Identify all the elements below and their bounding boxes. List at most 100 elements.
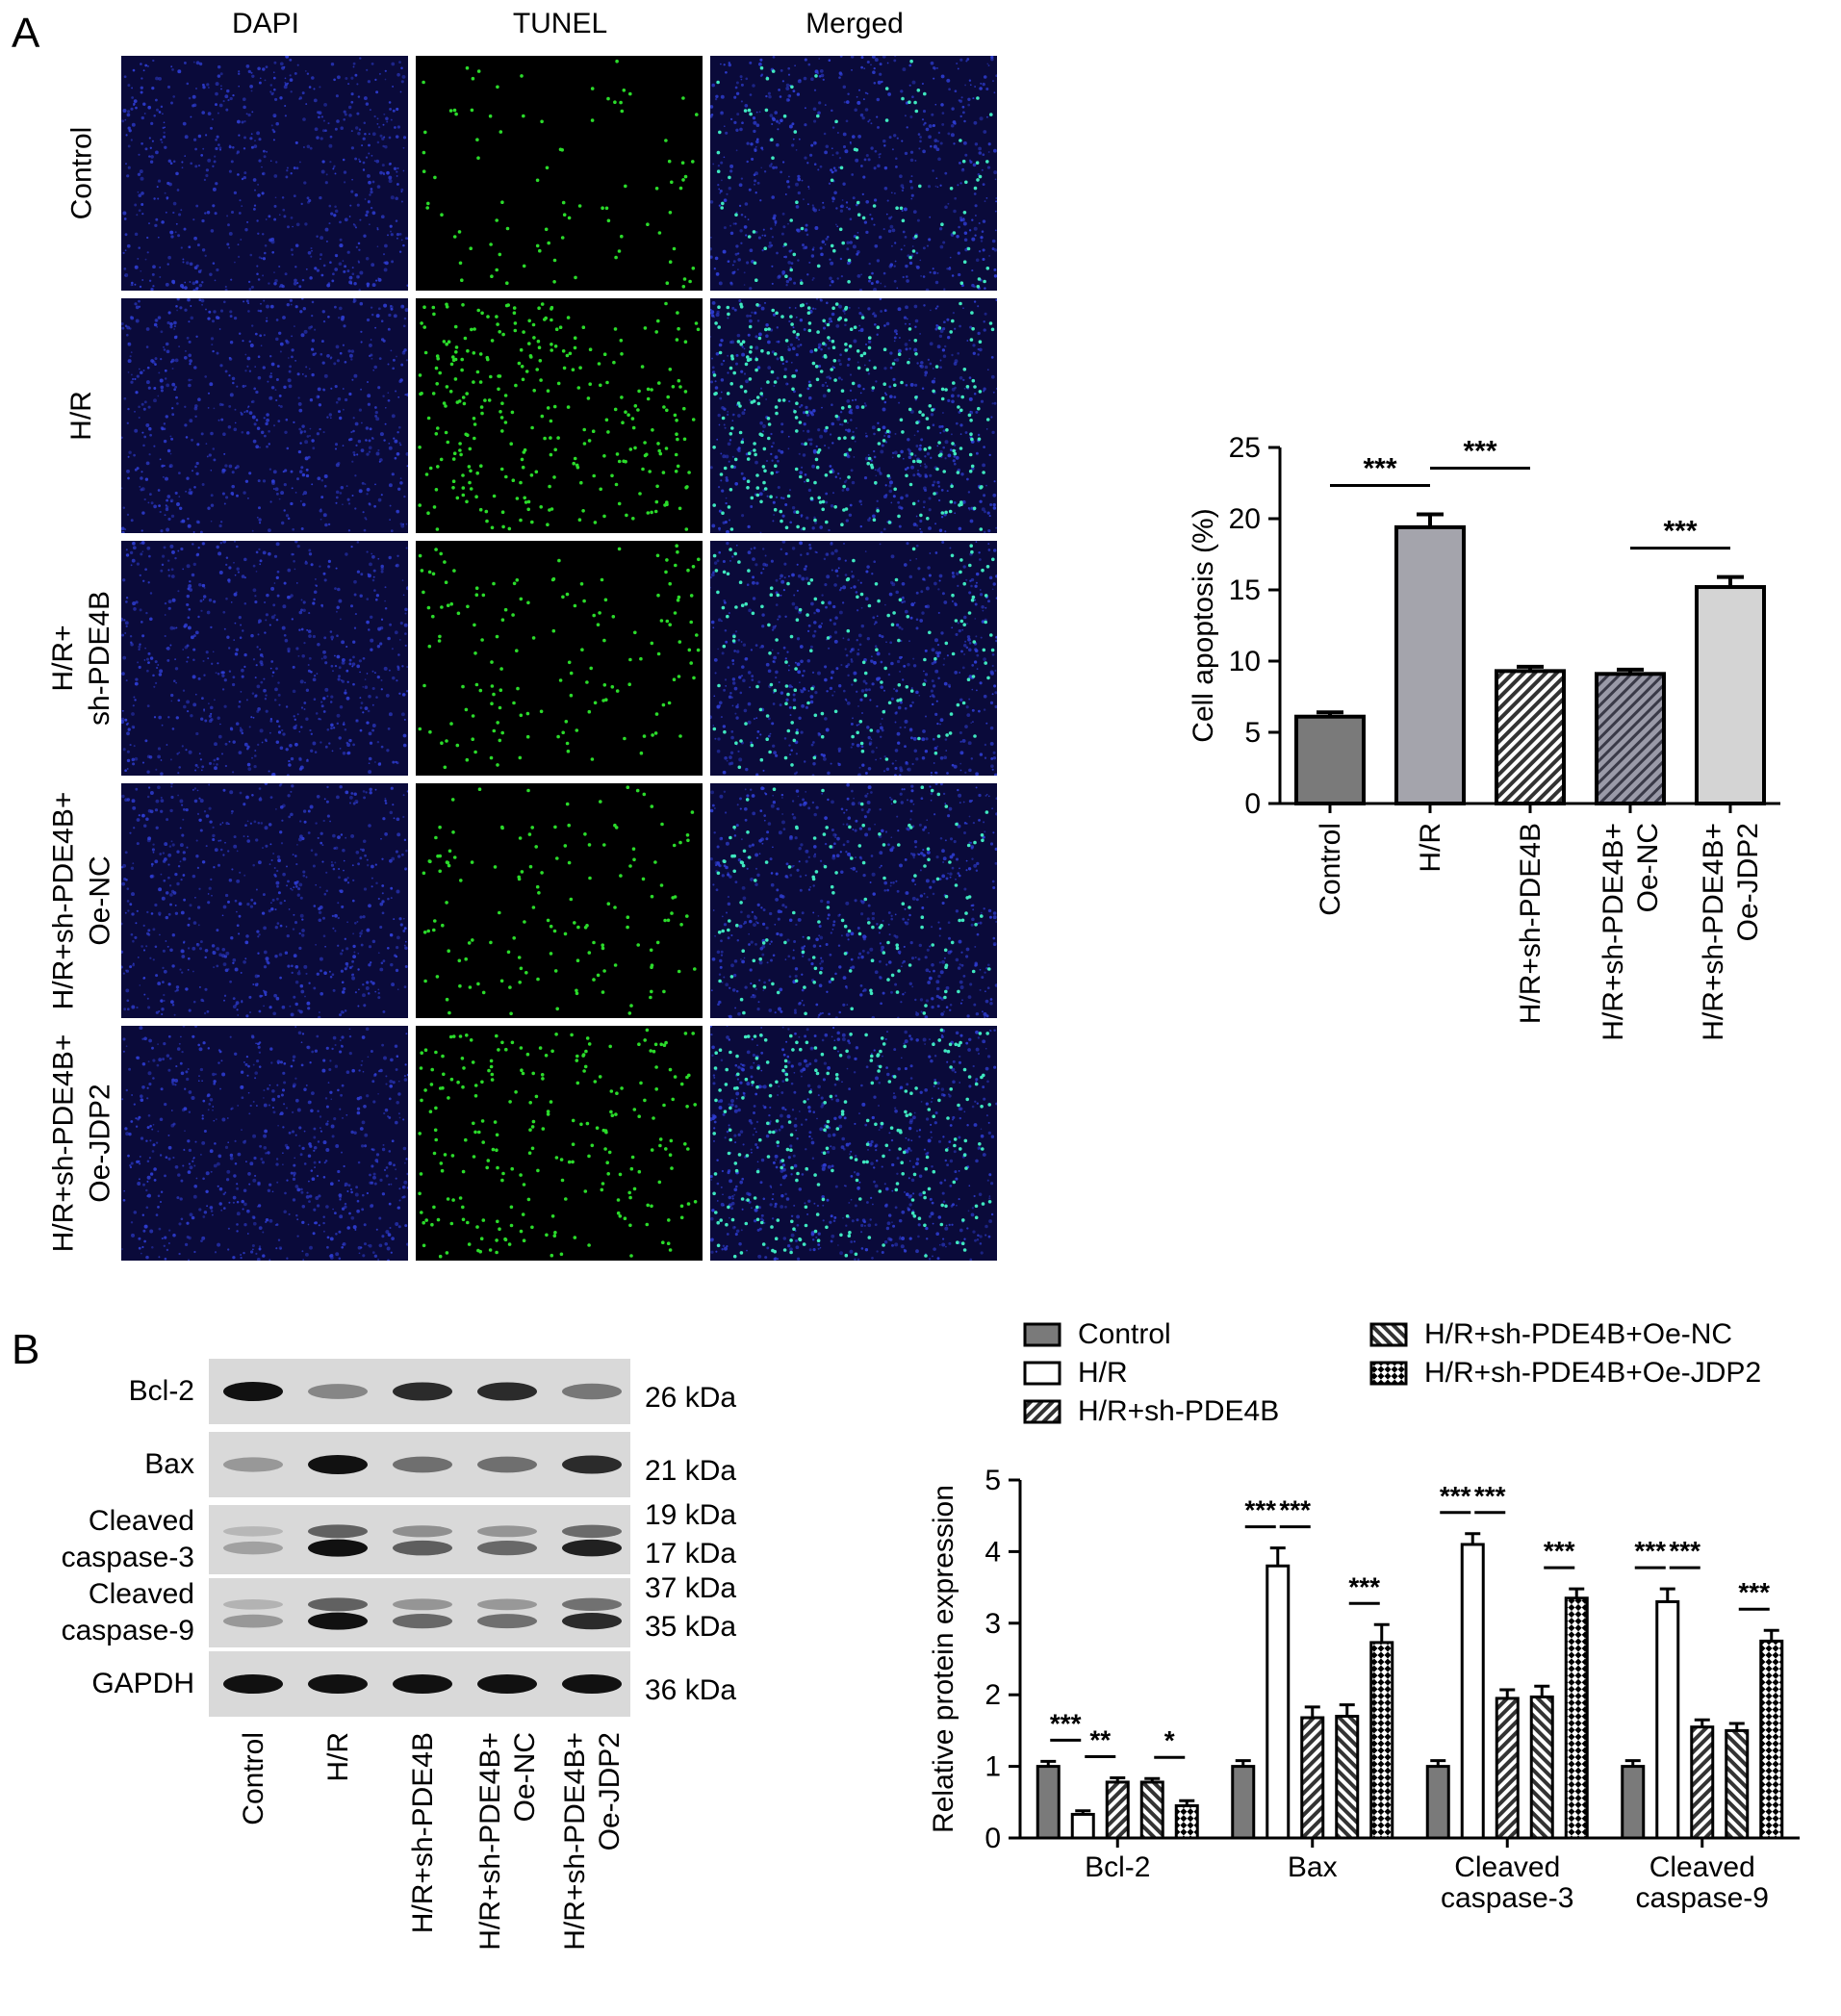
y-tick-label: 4 [984, 1536, 1001, 1568]
bar [1566, 1598, 1587, 1838]
blot-protein-label-line: Cleaved [0, 1503, 194, 1540]
blot-band [308, 1455, 368, 1474]
bar [1623, 1767, 1644, 1838]
bar [1657, 1601, 1678, 1838]
blot-band [477, 1599, 537, 1611]
significance-label: *** [1440, 1481, 1471, 1511]
bar [1302, 1718, 1323, 1838]
blot-protein-label-line: caspase-3 [0, 1540, 194, 1576]
blot-lane-label: Control [238, 1732, 269, 1825]
legend-label: H/R+sh-PDE4B+Oe-NC [1424, 1318, 1732, 1350]
bar [1337, 1717, 1358, 1838]
panel-b-letter: B [12, 1326, 39, 1374]
significance-label: *** [1634, 1536, 1666, 1566]
blot-strip [209, 1578, 630, 1647]
x-tick-label: H/R+sh-PDE4B+ [1698, 823, 1729, 1041]
column-header-tunel: TUNEL [416, 8, 704, 40]
x-tick-label: Bax [1288, 1851, 1338, 1883]
x-tick-label: H/R+sh-PDE4B+ [1598, 823, 1629, 1041]
column-header-dapi: DAPI [121, 8, 410, 40]
y-tick-label: 25 [1229, 432, 1261, 464]
dapi-image [121, 56, 408, 291]
y-tick-label: 5 [984, 1465, 1001, 1496]
y-tick-label: 1 [984, 1751, 1001, 1783]
blot-band [393, 1598, 452, 1610]
x-tick-label: Oe-JDP2 [1732, 823, 1764, 941]
blot-band [477, 1674, 537, 1694]
legend-label: Control [1078, 1318, 1171, 1350]
tunel-image [416, 298, 703, 533]
blot-band [477, 1614, 537, 1628]
row-label-line: Control [64, 127, 100, 220]
blot-band [477, 1525, 537, 1537]
bar [1296, 717, 1364, 804]
row-label-line: H/R+sh-PDE4B+ [45, 1034, 82, 1253]
legend-swatch [1025, 1401, 1060, 1422]
bar [1267, 1566, 1289, 1838]
legend-swatch [1025, 1363, 1060, 1384]
significance-label: *** [1738, 1577, 1770, 1607]
significance-label: *** [1348, 1571, 1380, 1601]
y-axis-label: Relative protein expression [928, 1485, 959, 1833]
y-tick-label: 0 [1244, 788, 1261, 820]
blot-band [308, 1674, 368, 1694]
bar [1496, 671, 1564, 804]
blot-protein-label: Bax [0, 1446, 194, 1483]
molecular-weight-label: 26 kDa [645, 1382, 736, 1415]
bar [1371, 1643, 1393, 1838]
bar [1107, 1782, 1128, 1838]
bar [1037, 1767, 1059, 1838]
molecular-weight-label: 21 kDa [645, 1455, 736, 1488]
molecular-weight-label: 19 kDa [645, 1499, 736, 1532]
bar [1761, 1641, 1782, 1838]
tunel-image [416, 1026, 703, 1261]
blot-band [223, 1382, 283, 1401]
y-tick-label: 5 [1244, 717, 1261, 749]
x-tick-label: Cleaved [1649, 1851, 1755, 1883]
blot-band [393, 1614, 452, 1628]
y-tick-label: 0 [984, 1823, 1001, 1854]
dapi-image [121, 1026, 408, 1261]
blot-lane-label: H/R+sh-PDE4B+ [474, 1732, 506, 1951]
significance-label: *** [1544, 1536, 1575, 1566]
merged-image [710, 1026, 997, 1261]
x-tick-label: caspase-3 [1441, 1882, 1573, 1914]
x-tick-label: caspase-9 [1636, 1882, 1769, 1914]
bar [1531, 1697, 1552, 1838]
bar [1597, 674, 1664, 804]
blot-strip [209, 1505, 630, 1574]
blot-band [477, 1382, 537, 1400]
merged-image [710, 298, 997, 533]
blot-band [223, 1526, 283, 1536]
blot-band [393, 1525, 452, 1537]
row-label-line: sh-PDE4B [82, 591, 118, 726]
x-tick-label: Cleaved [1454, 1851, 1560, 1883]
blot-band [223, 1674, 283, 1694]
blot-band [393, 1457, 452, 1473]
dapi-image [121, 541, 408, 776]
significance-label: *** [1663, 516, 1697, 548]
legend-label: H/R+sh-PDE4B+Oe-JDP2 [1424, 1357, 1761, 1389]
row-label-line: H/R+sh-PDE4B+ [45, 792, 82, 1010]
blot-band [223, 1615, 283, 1628]
blot-protein-label-line: Cleaved [0, 1576, 194, 1613]
blot-band [562, 1455, 622, 1473]
legend-swatch [1371, 1324, 1406, 1345]
merged-image [710, 783, 997, 1018]
blot-protein-label-line: caspase-9 [0, 1613, 194, 1649]
row-label-line: H/R [64, 391, 100, 441]
x-tick-label: Oe-NC [1632, 823, 1664, 912]
significance-label: *** [1474, 1481, 1506, 1511]
blot-lane-label: Oe-JDP2 [594, 1732, 626, 1850]
blot-band [223, 1542, 283, 1554]
y-tick-label: 3 [984, 1608, 1001, 1640]
y-tick-label: 20 [1229, 503, 1261, 535]
significance-label: *** [1669, 1536, 1700, 1566]
blot-band [477, 1541, 537, 1555]
blot-band [223, 1599, 283, 1610]
legend-swatch [1025, 1324, 1060, 1345]
tunel-image [416, 56, 703, 291]
blot-band [562, 1674, 622, 1694]
